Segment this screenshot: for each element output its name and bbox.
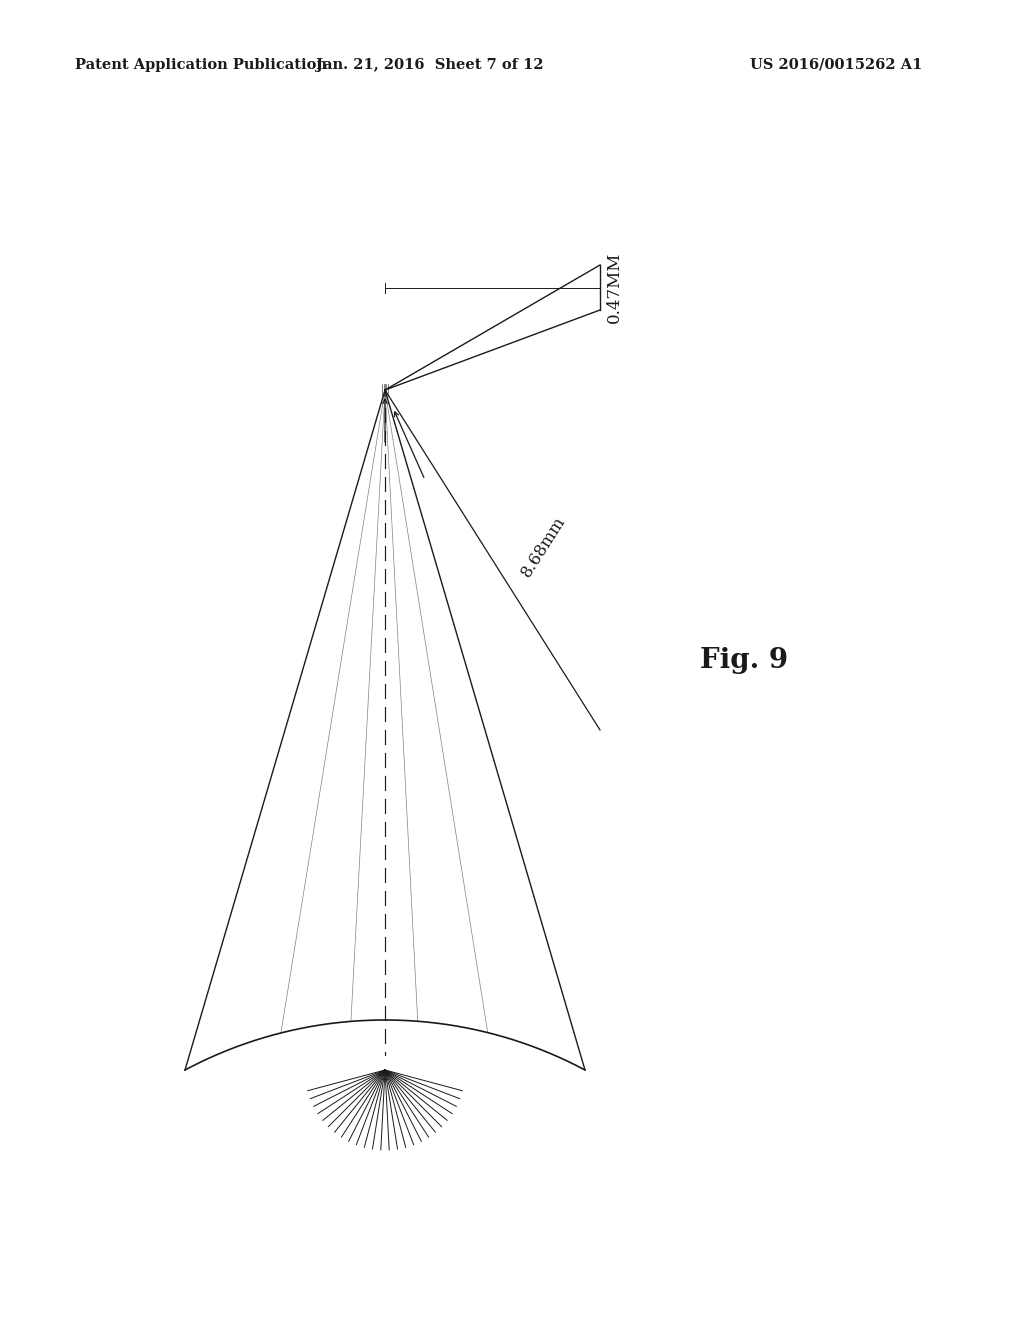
Text: 0.47MM: 0.47MM (606, 252, 623, 323)
Text: Patent Application Publication: Patent Application Publication (75, 58, 327, 73)
Text: Fig. 9: Fig. 9 (700, 647, 788, 673)
Text: US 2016/0015262 A1: US 2016/0015262 A1 (750, 58, 923, 73)
Text: 8.68mm: 8.68mm (517, 513, 568, 579)
Text: Jan. 21, 2016  Sheet 7 of 12: Jan. 21, 2016 Sheet 7 of 12 (316, 58, 544, 73)
